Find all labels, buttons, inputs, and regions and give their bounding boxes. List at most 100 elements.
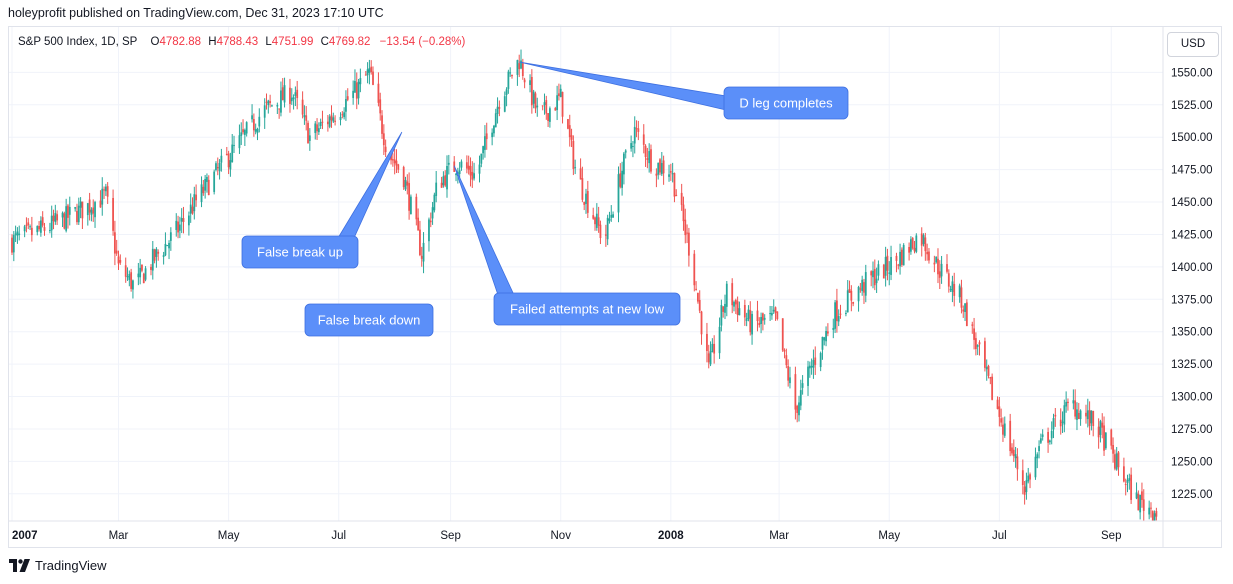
candle-body bbox=[419, 229, 421, 256]
candle-body bbox=[29, 226, 31, 228]
low-label: L bbox=[265, 36, 272, 48]
candle-body bbox=[204, 178, 207, 191]
candle-body bbox=[164, 243, 167, 256]
annotation-callout[interactable]: Failed attempts at new low bbox=[453, 165, 681, 326]
time-axis[interactable]: 2007 Mar May Jul Sep Nov 2008 Mar May Jul Sep bbox=[9, 520, 1222, 542]
candle-body bbox=[592, 215, 595, 219]
candle-body bbox=[1039, 438, 1042, 443]
candle-body bbox=[119, 260, 122, 263]
candle-body bbox=[523, 79, 526, 83]
candle-body bbox=[317, 128, 320, 133]
high-value: 4788.43 bbox=[216, 36, 259, 48]
candle-body bbox=[933, 262, 936, 265]
candle-body bbox=[256, 128, 259, 133]
candle-body bbox=[104, 186, 107, 192]
candle-body bbox=[94, 202, 96, 218]
price-axis[interactable]: 1550.00 1525.00 1500.00 1475.00 1450.00 1425.… bbox=[1162, 27, 1213, 548]
candle-body bbox=[738, 308, 741, 316]
candle-body bbox=[646, 158, 649, 161]
candle-body bbox=[473, 173, 475, 179]
candle-body bbox=[900, 249, 903, 265]
candle-body bbox=[1115, 453, 1118, 470]
candle-body bbox=[520, 60, 522, 69]
candle-body bbox=[922, 235, 925, 244]
candle-body bbox=[191, 206, 194, 214]
candle-body bbox=[693, 253, 696, 286]
candle-body bbox=[195, 194, 198, 201]
candle-body bbox=[532, 91, 535, 104]
candle-body bbox=[1130, 474, 1133, 500]
candle-body bbox=[74, 207, 77, 209]
y-tick-label: 1375.00 bbox=[1171, 294, 1213, 306]
candle-body bbox=[736, 301, 739, 315]
candle-body bbox=[771, 312, 773, 316]
candle-body bbox=[695, 288, 698, 290]
candle-body bbox=[808, 365, 811, 369]
candle-body bbox=[180, 217, 183, 222]
candle-body bbox=[1076, 409, 1078, 420]
tradingview-footer[interactable]: TradingView bbox=[9, 558, 107, 573]
candle-body bbox=[951, 281, 954, 293]
candle-body bbox=[521, 63, 524, 76]
candle-body bbox=[789, 377, 791, 384]
y-tick-label: 1275.00 bbox=[1171, 424, 1213, 436]
candle-body bbox=[496, 106, 499, 114]
annotation-callout[interactable]: False break down bbox=[304, 303, 434, 337]
candle-body bbox=[153, 249, 156, 261]
candle-body bbox=[1142, 499, 1145, 511]
candle-body bbox=[415, 196, 418, 220]
candle-body bbox=[305, 115, 308, 121]
candle-body bbox=[1016, 456, 1019, 470]
candle-body bbox=[511, 74, 513, 77]
candle-body bbox=[1097, 426, 1100, 438]
candle-body bbox=[848, 289, 851, 293]
candle-body bbox=[139, 267, 142, 278]
candle-body bbox=[821, 336, 824, 350]
candle-body bbox=[1023, 486, 1026, 495]
candle-body bbox=[408, 183, 411, 211]
candle-body bbox=[543, 102, 546, 106]
x-tick-label: May bbox=[218, 530, 240, 542]
candle-body bbox=[707, 353, 710, 363]
candle-body bbox=[1079, 410, 1082, 420]
candle-body bbox=[99, 200, 102, 208]
candle-body bbox=[1153, 513, 1156, 521]
candle-body bbox=[263, 105, 266, 118]
candle-body bbox=[482, 146, 485, 154]
candle-body bbox=[684, 219, 687, 236]
candle-body bbox=[835, 300, 838, 322]
candle-body bbox=[493, 125, 495, 134]
candle-body bbox=[157, 251, 160, 254]
candle-body bbox=[332, 117, 335, 122]
candle-body bbox=[751, 313, 753, 335]
candle-body bbox=[787, 366, 790, 381]
y-tick-label: 1300.00 bbox=[1171, 392, 1213, 404]
annotation-callout[interactable]: D leg completes bbox=[519, 61, 849, 120]
candle-body bbox=[63, 213, 66, 229]
candle-body bbox=[1074, 400, 1077, 417]
annotation-callout[interactable]: False break up bbox=[241, 131, 403, 269]
candle-body bbox=[1151, 511, 1154, 521]
symbol-label[interactable]: S&P 500 Index, 1D, SP bbox=[18, 36, 138, 48]
candle-body bbox=[781, 318, 784, 351]
candle-body bbox=[36, 226, 39, 233]
candle-body bbox=[113, 232, 116, 254]
candle-body bbox=[920, 233, 923, 246]
candle-body bbox=[498, 107, 501, 109]
candle-body bbox=[1059, 419, 1062, 427]
candle-body bbox=[1099, 421, 1102, 435]
candle-body bbox=[12, 234, 15, 253]
candle-body bbox=[637, 128, 640, 132]
candle-body bbox=[142, 273, 145, 284]
candle-body bbox=[292, 97, 295, 100]
candle-body bbox=[346, 96, 349, 100]
candle-body bbox=[940, 263, 943, 277]
candle-body bbox=[182, 218, 185, 223]
candle-body bbox=[758, 322, 761, 326]
annotations[interactable]: D leg completes False break up False break… bbox=[241, 61, 849, 337]
candle-body bbox=[747, 309, 750, 319]
publisher-line: holeyprofit published on TradingView.com… bbox=[8, 6, 384, 20]
currency-button[interactable]: USD bbox=[1167, 32, 1219, 57]
candle-body bbox=[1050, 430, 1053, 439]
